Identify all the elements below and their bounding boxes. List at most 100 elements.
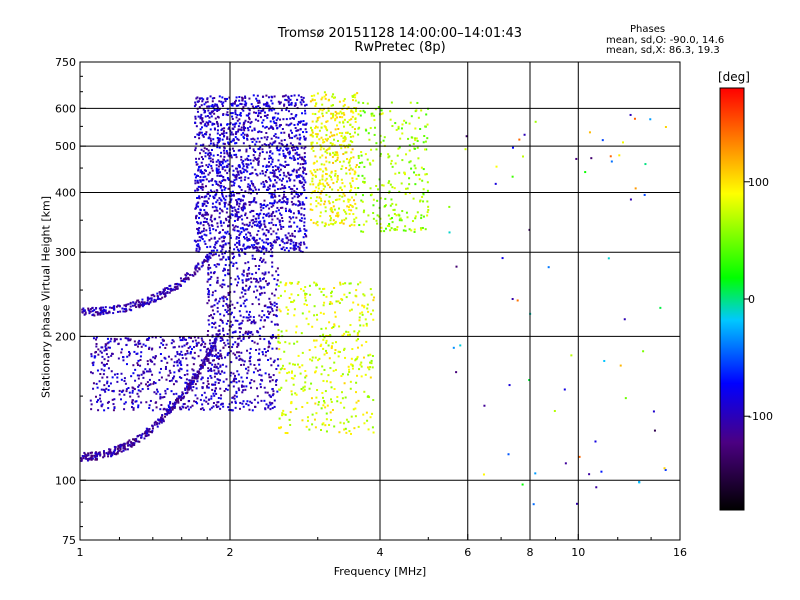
data-point [381,184,384,187]
data-point [289,142,292,145]
data-point [272,313,275,316]
data-point [257,114,260,117]
data-point [155,406,158,409]
data-point [408,122,411,125]
data-point [225,211,228,214]
data-point [169,401,172,404]
data-point [113,398,116,401]
data-point [256,223,259,226]
data-point [313,168,316,171]
data-point [166,408,169,411]
data-point [258,348,261,351]
data-point [110,306,113,309]
data-point [341,397,344,400]
data-point [194,189,197,192]
data-point [219,207,222,210]
data-point [350,363,353,366]
data-point [354,131,357,134]
data-point [324,206,327,209]
data-point [282,409,285,412]
data-point [228,96,231,99]
data-point [199,97,202,100]
data-point [239,314,242,317]
data-point [202,135,205,138]
data-point [336,400,339,403]
data-point [311,141,314,144]
data-point [251,339,254,342]
data-point [323,225,326,228]
data-point [90,355,93,358]
data-point [242,269,245,272]
data-point [325,412,328,415]
data-point [213,390,216,393]
data-point [220,258,223,261]
data-point [305,196,308,199]
data-point [199,165,202,168]
data-point [207,153,210,156]
data-point [227,285,230,288]
data-point [211,345,214,348]
data-point [298,227,301,230]
data-point [207,319,210,322]
data-point [302,176,305,179]
data-point [325,120,328,123]
data-point [234,330,237,333]
data-point [140,401,143,404]
data-point [167,409,170,412]
data-point [347,198,350,201]
data-point [240,230,243,233]
data-point [141,305,144,308]
data-point [321,109,324,112]
data-point [334,160,337,163]
data-point [216,141,219,144]
data-point [242,244,245,247]
data-point [291,301,294,304]
data-point [303,228,306,231]
data-point [230,192,233,195]
data-point [230,283,233,286]
data-point [90,408,93,411]
data-point [208,369,211,372]
data-point [277,273,280,276]
data-point [342,422,345,425]
data-point [239,322,242,325]
data-point [206,334,209,337]
data-point [340,112,343,115]
data-point [254,240,257,243]
data-point [219,174,222,177]
data-point [255,213,258,216]
colorbar-tick-label: 0 [748,293,755,306]
data-point [186,388,189,391]
data-point [245,233,248,236]
data-point [246,170,249,173]
data-point [131,399,134,402]
data-point [297,294,300,297]
data-point [266,114,269,117]
data-point [198,132,201,135]
data-point [239,170,242,173]
data-point [240,339,243,342]
data-point [607,257,610,260]
data-point [230,140,233,143]
data-point [330,217,333,220]
data-point [139,355,142,358]
data-point [125,310,128,313]
data-point [590,157,593,160]
data-point [206,100,209,103]
data-point [103,349,106,352]
data-point [235,167,238,170]
data-point [232,352,235,355]
data-point [282,225,285,228]
data-point [395,228,398,231]
data-point [247,278,250,281]
data-point [268,342,271,345]
data-point [311,423,314,426]
data-point [317,190,320,193]
data-point [290,157,293,160]
data-point [219,284,222,287]
data-point [294,148,297,151]
data-point [653,429,656,432]
data-point [288,135,291,138]
data-point [132,301,135,304]
data-point [290,239,293,242]
